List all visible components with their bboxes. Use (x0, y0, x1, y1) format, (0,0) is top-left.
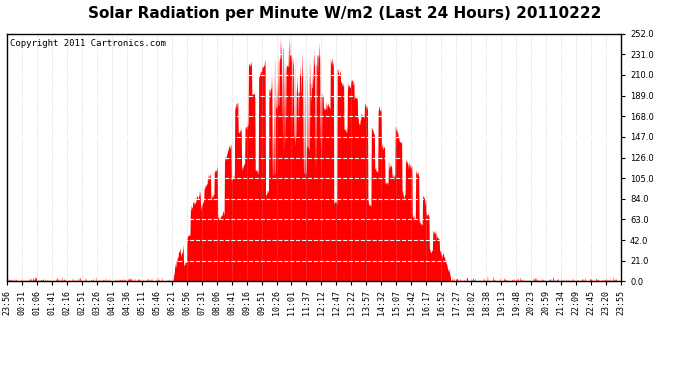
Text: Copyright 2011 Cartronics.com: Copyright 2011 Cartronics.com (10, 39, 166, 48)
Text: Solar Radiation per Minute W/m2 (Last 24 Hours) 20110222: Solar Radiation per Minute W/m2 (Last 24… (88, 6, 602, 21)
